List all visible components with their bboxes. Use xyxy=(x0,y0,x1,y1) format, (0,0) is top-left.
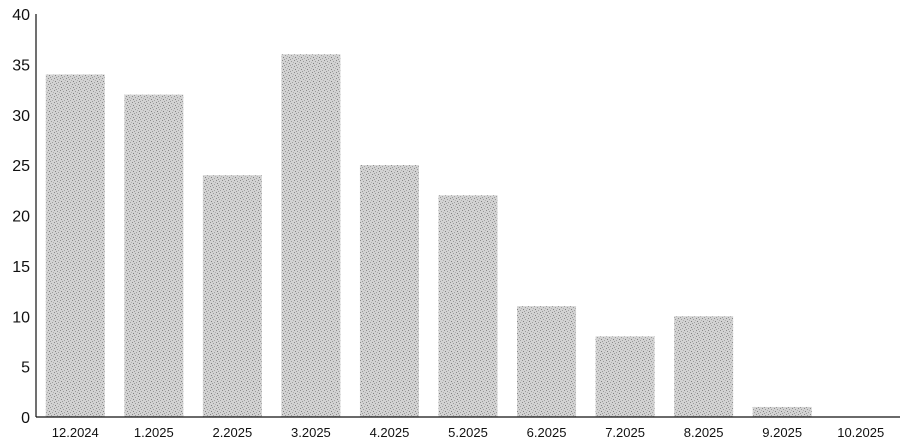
y-tick-label-5: 5 xyxy=(21,360,30,377)
x-tick-label-5.2025: 5.2025 xyxy=(448,425,488,440)
x-tick-label-7.2025: 7.2025 xyxy=(605,425,645,440)
x-tick-label-4.2025: 4.2025 xyxy=(370,425,410,440)
bars-group xyxy=(45,54,812,418)
x-tick-label-3.2025: 3.2025 xyxy=(291,425,331,440)
x-tick-label-1.2025: 1.2025 xyxy=(134,425,174,440)
y-tick-label-0: 0 xyxy=(21,410,30,427)
bar-2.2025 xyxy=(202,175,262,417)
y-axis-tick-labels: 0 5 10 15 20 25 30 35 40 xyxy=(12,7,30,427)
bar-6.2025 xyxy=(517,306,577,417)
bar-4.2025 xyxy=(359,165,419,417)
y-tick-label-25: 25 xyxy=(12,158,30,175)
y-tick-label-20: 20 xyxy=(12,209,30,226)
y-tick-label-40: 40 xyxy=(12,7,30,24)
bar-5.2025 xyxy=(438,195,498,417)
x-tick-label-10.2025: 10.2025 xyxy=(837,425,884,440)
bar-1.2025 xyxy=(124,94,184,417)
y-tick-label-30: 30 xyxy=(12,108,30,125)
bar-3.2025 xyxy=(281,54,341,418)
bar-12.2024 xyxy=(45,74,105,417)
x-tick-label-9.2025: 9.2025 xyxy=(762,425,802,440)
x-axis-tick-labels: 12.2024 1.2025 2.2025 3.2025 4.2025 5.2025 6.2… xyxy=(52,425,884,440)
x-tick-label-6.2025: 6.2025 xyxy=(527,425,567,440)
bar-9.2025 xyxy=(752,406,812,417)
y-tick-label-15: 15 xyxy=(12,259,30,276)
x-tick-label-2.2025: 2.2025 xyxy=(212,425,252,440)
x-tick-label-8.2025: 8.2025 xyxy=(684,425,724,440)
bar-7.2025 xyxy=(595,336,655,417)
bar-8.2025 xyxy=(674,316,734,417)
y-tick-label-10: 10 xyxy=(12,309,30,326)
y-tick-label-35: 35 xyxy=(12,57,30,74)
x-tick-label-12.2024: 12.2024 xyxy=(52,425,99,440)
